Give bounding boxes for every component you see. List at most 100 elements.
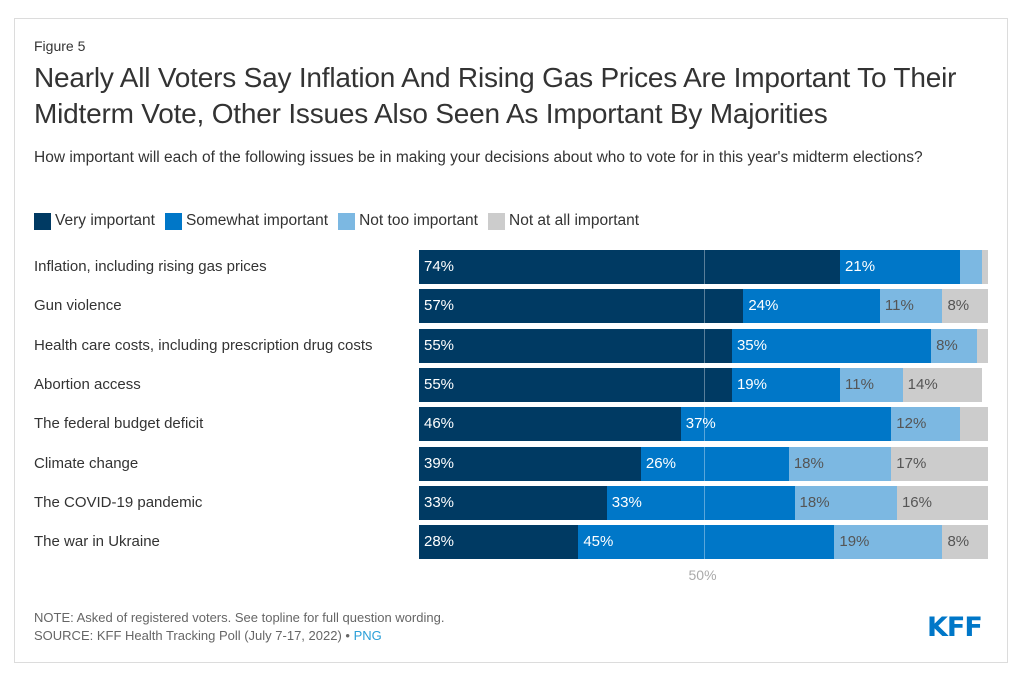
legend-swatch-not-too-important: [338, 212, 356, 230]
bar-segment-somewhat: 35%: [731, 328, 932, 363]
bar-segment-not-too: 19%: [834, 525, 943, 560]
category-label: The war in Ukraine: [34, 533, 160, 551]
data-label: 55%: [424, 375, 455, 393]
bar-segment-very: 55%: [419, 367, 732, 402]
category-label: The federal budget deficit: [34, 415, 204, 433]
category-label: Abortion access: [34, 375, 141, 393]
legend-swatch-not-at-all-important: [488, 212, 505, 230]
bar-segment-not-too: [959, 250, 983, 284]
category-label: Climate change: [34, 454, 139, 472]
legend-item-very-important: Very important: [34, 212, 155, 230]
data-label: 45%: [583, 533, 614, 551]
data-label: 18%: [793, 454, 824, 472]
bar-segment-somewhat: 19%: [731, 367, 841, 402]
bar-segment-somewhat: 33%: [606, 485, 795, 520]
legend-item-not-at-all-important: Not at all important: [488, 212, 639, 230]
chart-subtitle: How important will each of the following…: [34, 149, 923, 166]
data-label: 16%: [901, 493, 932, 511]
data-label: 11%: [884, 297, 914, 315]
legend-swatch-somewhat-important: [164, 212, 182, 230]
category-label: Health care costs, including prescriptio…: [34, 336, 373, 354]
data-label: 35%: [736, 336, 767, 354]
png-download-link[interactable]: PNG: [353, 628, 382, 643]
axis-tick-label: 50%: [688, 567, 717, 584]
stacked-bar: 55% 19% 11% 14%: [419, 367, 988, 402]
bar-segment-not-at-all: 16%: [896, 485, 988, 520]
category-label: The COVID-19 pandemic: [34, 493, 203, 511]
legend-label: Not at all important: [509, 212, 640, 229]
data-label: 26%: [645, 454, 676, 472]
data-label: 21%: [845, 258, 876, 275]
stacked-bar: 28% 45% 19% 8%: [419, 525, 988, 560]
data-label: 24%: [748, 297, 779, 315]
reference-line-50: [703, 250, 705, 560]
bar-segment-not-too: 18%: [788, 446, 892, 481]
bar-segment-not-too: 11%: [879, 289, 943, 324]
legend-swatch-very-important: [34, 212, 51, 230]
bar-segment-not-too: 8%: [931, 328, 977, 363]
chart-footer: NOTE: Asked of registered voters. See to…: [34, 609, 444, 645]
bar-segment-not-too: 11%: [840, 367, 903, 402]
data-label: 46%: [424, 415, 455, 433]
legend-label: Very important: [55, 212, 155, 229]
stacked-bar: 33% 33% 18% 16%: [419, 485, 988, 520]
stacked-bar: 74% 21%: [419, 250, 988, 284]
data-label: 8%: [947, 533, 970, 551]
bar-segment-not-at-all: 8%: [942, 525, 988, 560]
stacked-bar: 39% 26% 18% 17%: [419, 446, 988, 481]
data-label: 33%: [611, 493, 642, 511]
data-label: 57%: [424, 297, 455, 315]
bar-segment-very: 28%: [419, 525, 579, 560]
bar-segment-not-at-all: 8%: [942, 289, 988, 324]
data-label: 37%: [685, 415, 716, 433]
bar-segment-very: 46%: [419, 407, 681, 442]
source-line: SOURCE: KFF Health Tracking Poll (July 7…: [34, 627, 444, 645]
source-text: SOURCE: KFF Health Tracking Poll (July 7…: [34, 628, 354, 643]
category-label: Inflation, including rising gas prices: [34, 258, 267, 275]
stacked-bar: 57% 24% 11% 8%: [419, 289, 988, 324]
legend-item-not-too-important: Not too important: [338, 212, 478, 230]
data-label: 17%: [896, 454, 927, 472]
data-label: 11%: [845, 375, 874, 393]
bar-segment-somewhat: 26%: [640, 446, 789, 481]
bar-segment-somewhat: 37%: [680, 407, 892, 442]
data-label: 8%: [936, 336, 958, 354]
bar-segment-very: 55%: [419, 328, 732, 363]
bar-segment-very: 39%: [419, 446, 641, 481]
stacked-bar: 55% 35% 8%: [419, 328, 988, 363]
stacked-bar: 46% 37% 12%: [419, 407, 988, 442]
data-label: 55%: [424, 336, 455, 354]
data-label: 18%: [799, 493, 830, 511]
data-label: 33%: [424, 493, 455, 511]
category-label: Gun violence: [34, 297, 122, 315]
bar-segment-not-too: 12%: [891, 407, 960, 442]
data-label: 19%: [839, 533, 870, 551]
data-label: 74%: [424, 258, 455, 275]
bar-segment-not-too: 18%: [794, 485, 897, 520]
bar-segment-not-at-all: 14%: [902, 367, 983, 402]
legend: Very important Somewhat important Not to…: [34, 212, 649, 230]
legend-label: Somewhat important: [185, 212, 329, 229]
bar-segment-not-at-all: [959, 407, 988, 442]
bar-segment-somewhat: 21%: [840, 250, 960, 284]
note-text: NOTE: Asked of registered voters. See to…: [34, 610, 445, 625]
figure-label: Figure 5: [34, 38, 86, 54]
bar-segment-somewhat: 45%: [578, 525, 835, 560]
bar-segment-very: 33%: [419, 485, 607, 520]
data-label: 19%: [736, 375, 767, 393]
data-label: 28%: [424, 533, 455, 551]
chart-title: Nearly All Voters Say Inflation And Risi…: [34, 62, 957, 129]
bar-segment-very: 74%: [419, 250, 841, 284]
legend-label: Not too important: [359, 212, 478, 229]
data-label: 12%: [896, 415, 927, 433]
bar-segment-not-at-all: 17%: [891, 446, 988, 481]
legend-item-somewhat-important: Somewhat important: [164, 212, 329, 230]
kff-logo: KFF: [927, 612, 983, 643]
data-label: 14%: [907, 375, 938, 393]
bar-segment-not-at-all: [982, 250, 988, 284]
bar-segment-very: 57%: [419, 289, 744, 324]
bar-segment-somewhat: 24%: [743, 289, 880, 324]
bar-segment-not-at-all: [976, 328, 988, 363]
data-label: 8%: [947, 297, 970, 315]
data-label: 39%: [424, 454, 455, 472]
